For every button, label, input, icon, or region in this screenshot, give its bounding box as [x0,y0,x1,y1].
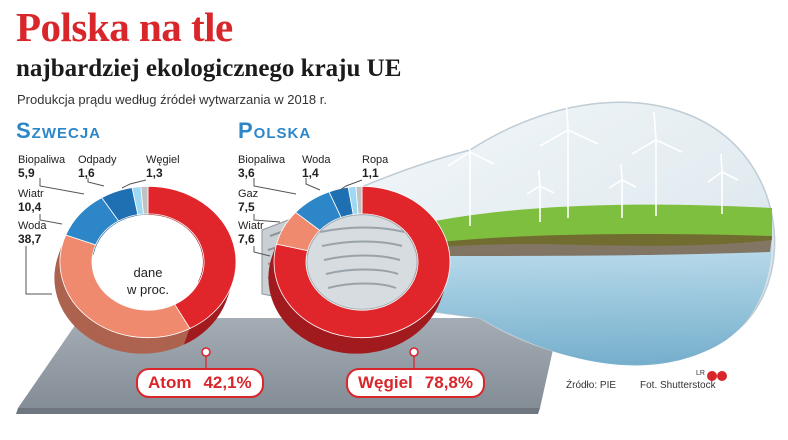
label-value: 1,4 [302,166,319,180]
callout-value: 78,8% [424,373,473,392]
label-name: Ropa [362,154,389,166]
label-name: Odpady [78,154,117,166]
label-name: Biopaliwa [18,154,66,166]
poland-donut-hole [306,214,418,310]
center-line-1: dane [133,265,163,280]
poland-label-ropa: Ropa 1,1 [362,154,388,180]
sweden-label-biopaliwa: Biopaliwa 5,9 [18,154,65,180]
slice-atom [147,185,237,330]
bulb-thread-line [321,240,403,247]
sweden-label-wegiel: Węgiel 1,3 [146,154,180,180]
poland-donut-chart [268,185,451,354]
donut-center-label: dane w proc. [118,264,178,298]
poland-label-biopaliwa: Biopaliwa 3,6 [238,154,285,180]
label-value: 5,9 [18,166,35,180]
poland-label-wiatr: Wiatr 7,6 [238,220,264,246]
label-value: 7,6 [238,232,255,246]
label-name: Woda [302,154,331,166]
bulb-thread-line [319,226,405,233]
sweden-label-wiatr: Wiatr 10,4 [18,188,44,214]
label-value: 7,5 [238,200,255,214]
callout-name: Węgiel [358,373,413,392]
bulb-thread-line [325,268,399,275]
page-title: Polska na tle [16,4,233,50]
poland-label-gaz: Gaz 7,5 [238,188,258,214]
label-value: 1,6 [78,166,95,180]
sweden-label-woda: Woda 38,7 [18,220,47,246]
callout-name: Atom [148,373,192,392]
sweden-highlight-callout: Atom 42,1% [136,368,264,398]
poland-highlight-callout: Węgiel 78,8% [346,368,485,398]
label-name: Węgiel [146,154,180,166]
sweden-title: Szwecja [16,118,102,143]
label-name: Gaz [238,188,259,200]
sweden-label-odpady: Odpady 1,6 [78,154,117,180]
bulb-thread-line [327,282,397,289]
label-value: 10,4 [18,200,42,214]
slice-woda [59,234,191,339]
bulb-soil [440,234,772,256]
label-value: 38,7 [18,232,42,246]
label-name: Woda [18,220,47,232]
page-subtitle: najbardziej ekologicznego kraju UE [16,55,402,82]
callout-leaders [201,347,419,381]
label-value: 3,6 [238,166,255,180]
logo-text: LR [696,370,705,377]
lr-logo [707,371,727,381]
label-name: Wiatr [18,188,44,200]
callout-value: 42,1% [203,373,252,392]
center-line-2: w proc. [127,282,169,297]
slice-ropa [355,185,363,215]
chart-note: Produkcja prądu według źródeł wytwarzani… [17,92,328,107]
sweden-donut-hole [93,214,203,310]
label-value: 1,3 [146,166,163,180]
sweden-donut-chart [54,185,237,354]
slice-węgiel [140,185,149,215]
label-value: 1,1 [362,166,379,180]
slice-węgiel [273,185,451,339]
poland-label-woda: Woda 1,4 [302,154,331,180]
wind-turbines [447,97,739,226]
photo-credit: Fot. Shutterstock [640,380,716,391]
label-name: Wiatr [238,220,264,232]
label-name: Biopaliwa [238,154,286,166]
source-credit: Źródło: PIE [566,380,617,391]
poland-title: Polska [238,118,312,143]
bulb-thread-line [323,254,401,261]
leader-lines [25,178,363,295]
floor-edge [16,408,540,414]
